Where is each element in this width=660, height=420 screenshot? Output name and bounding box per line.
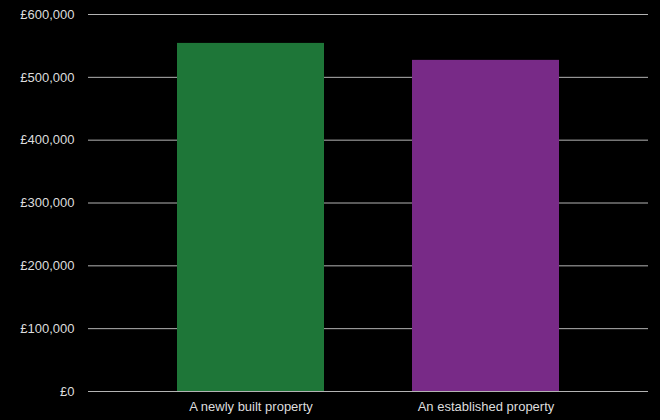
svg-text:£500,000: £500,000 <box>20 69 74 84</box>
svg-text:£600,000: £600,000 <box>20 7 74 22</box>
svg-text:£0: £0 <box>60 384 74 399</box>
svg-text:£100,000: £100,000 <box>20 321 74 336</box>
svg-text:£400,000: £400,000 <box>20 132 74 147</box>
svg-text:£300,000: £300,000 <box>20 195 74 210</box>
svg-text:A newly built property: A newly built property <box>189 399 313 414</box>
svg-text:£200,000: £200,000 <box>20 258 74 273</box>
svg-text:An established property: An established property <box>418 399 555 414</box>
